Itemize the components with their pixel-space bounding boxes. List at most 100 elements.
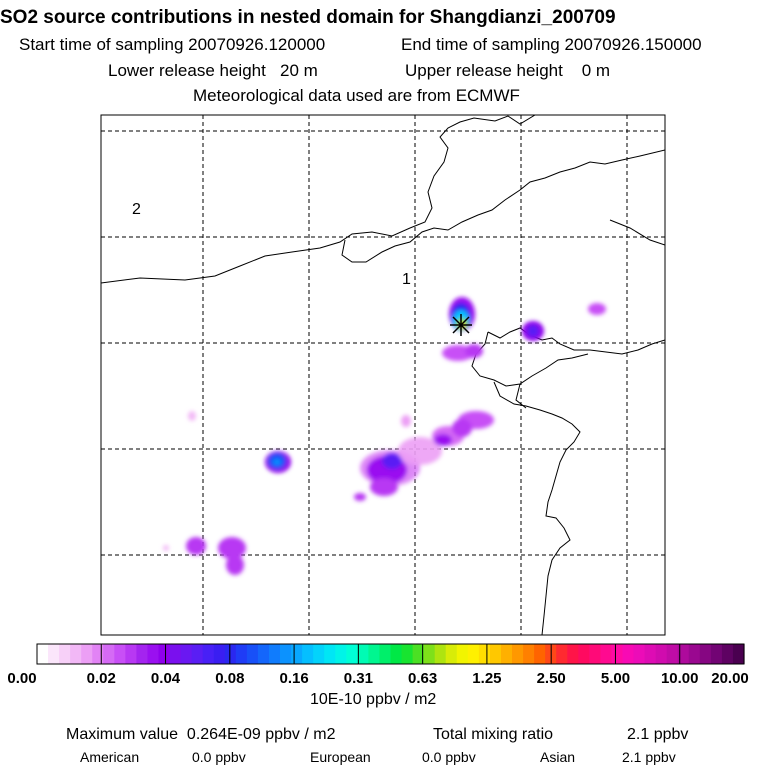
colorbar-cell	[379, 644, 392, 664]
colorbar-cell	[721, 644, 734, 664]
colorbar-cell	[92, 644, 104, 664]
european-label: European	[310, 749, 371, 765]
colorbar-cell	[81, 644, 93, 664]
total-mixing-value: 2.1 ppbv	[627, 726, 689, 743]
colorbar-cell	[335, 644, 347, 664]
colorbar-cell	[699, 644, 712, 664]
contribution-map: 2 1	[36, 114, 745, 665]
colorbar-tick-label: 0.00	[7, 670, 37, 687]
colorbar-cell	[346, 644, 358, 664]
colorbar-cell	[445, 644, 458, 664]
colorbar-cell	[59, 644, 71, 664]
colorbar-tick-label: 1.25	[472, 670, 502, 687]
colorbar-cell	[103, 644, 115, 664]
colorbar-cell	[390, 644, 403, 664]
colorbar	[36, 643, 745, 665]
coastline	[101, 115, 665, 635]
colorbar-cell	[291, 644, 303, 664]
region-label-2: 2	[132, 201, 141, 218]
lower-release-label: Lower release height 20 m	[108, 61, 318, 80]
upper-release-label: Upper release height 0 m	[405, 61, 611, 80]
american-value: 0.0 ppbv	[192, 749, 246, 765]
colorbar-cell	[169, 644, 182, 664]
colorbar-cell	[136, 644, 149, 664]
start-time-label: Start time of sampling 20070926.120000	[19, 35, 326, 54]
colorbar-cell	[268, 644, 281, 664]
colorbar-tick-label: 10.00	[660, 670, 699, 687]
colorbar-cell	[478, 644, 491, 664]
meteorology-label: Meteorological data used are from ECMWF	[193, 86, 520, 105]
colorbar-cell	[280, 644, 292, 664]
colorbar-tick-label: 0.16	[279, 670, 309, 687]
colorbar-cell	[202, 644, 215, 664]
colorbar-tick-label: 5.00	[600, 670, 631, 687]
colorbar-tick-label: 0.02	[86, 670, 116, 687]
colorbar-cell	[467, 644, 480, 664]
receptor-star-icon	[450, 314, 472, 336]
asian-label: Asian	[540, 749, 576, 765]
colorbar-cell	[70, 644, 82, 664]
total-mixing-label: Total mixing ratio	[433, 726, 554, 743]
colorbar-cell	[655, 644, 668, 664]
american-label: American	[80, 749, 140, 765]
colorbar-cell	[302, 644, 314, 664]
colorbar-cell	[158, 644, 171, 664]
colorbar-cell	[489, 644, 502, 664]
colorbar-tick-label: 20.00	[711, 670, 749, 687]
colorbar-cell	[48, 644, 60, 664]
colorbar-tick-label: 0.04	[150, 670, 181, 687]
colorbar-cell	[578, 644, 590, 664]
colorbar-cell	[401, 644, 414, 664]
colorbar-cell	[534, 644, 546, 664]
colorbar-cell	[235, 644, 248, 664]
max-value-label: Maximum value 0.264E-09 ppbv / m2	[66, 726, 336, 743]
colorbar-cell	[688, 644, 701, 664]
colorbar-frame	[36, 643, 745, 665]
colorbar-cell	[633, 644, 646, 664]
colorbar-cell	[611, 644, 624, 664]
colorbar-cell	[313, 644, 325, 664]
colorbar-cell	[600, 644, 613, 664]
colorbar-cell	[567, 644, 579, 664]
colorbar-unit-label: 10E-10 ppbv / m2	[310, 691, 437, 708]
colorbar-cell	[500, 644, 513, 664]
colorbar-cell	[224, 644, 237, 664]
region-label-1: 1	[402, 271, 411, 288]
colorbar-cell	[324, 644, 336, 664]
colorbar-cell	[677, 644, 690, 664]
colorbar-cell	[622, 644, 635, 664]
colorbar-cell	[368, 644, 381, 664]
graticule	[101, 115, 665, 635]
colorbar-cell	[37, 644, 49, 664]
colorbar-tick-label: 0.08	[215, 670, 245, 687]
colorbar-cell	[423, 644, 436, 664]
plume-layer	[101, 115, 665, 635]
colorbar-tick-label: 2.50	[536, 670, 566, 687]
colorbar-tick-label: 0.31	[343, 670, 373, 687]
colorbar-cell	[257, 644, 270, 664]
chart-title: SO2 source contributions in nested domai…	[0, 7, 616, 28]
colorbar-cell	[434, 644, 447, 664]
colorbar-cell	[246, 644, 259, 664]
colorbar-cell	[732, 644, 745, 664]
end-time-label: End time of sampling 20070926.150000	[401, 35, 702, 54]
colorbar-cell	[523, 644, 535, 664]
colorbar-cell	[147, 644, 160, 664]
colorbar-cell	[666, 644, 679, 664]
colorbar-cell	[556, 644, 568, 664]
colorbar-tick-label: 0.63	[408, 670, 438, 687]
european-value: 0.0 ppbv	[422, 749, 476, 765]
colorbar-cell	[589, 644, 601, 664]
colorbar-cell	[512, 644, 524, 664]
asian-value: 2.1 ppbv	[622, 749, 676, 765]
colorbar-cell	[191, 644, 204, 664]
colorbar-cell	[357, 644, 370, 664]
colorbar-cell	[125, 644, 138, 664]
colorbar-cell	[456, 644, 469, 664]
colorbar-cell	[710, 644, 723, 664]
colorbar-cell	[412, 644, 425, 664]
map-frame	[100, 114, 666, 636]
colorbar-cell	[180, 644, 193, 664]
colorbar-cell	[114, 644, 126, 664]
colorbar-cell	[213, 644, 226, 664]
